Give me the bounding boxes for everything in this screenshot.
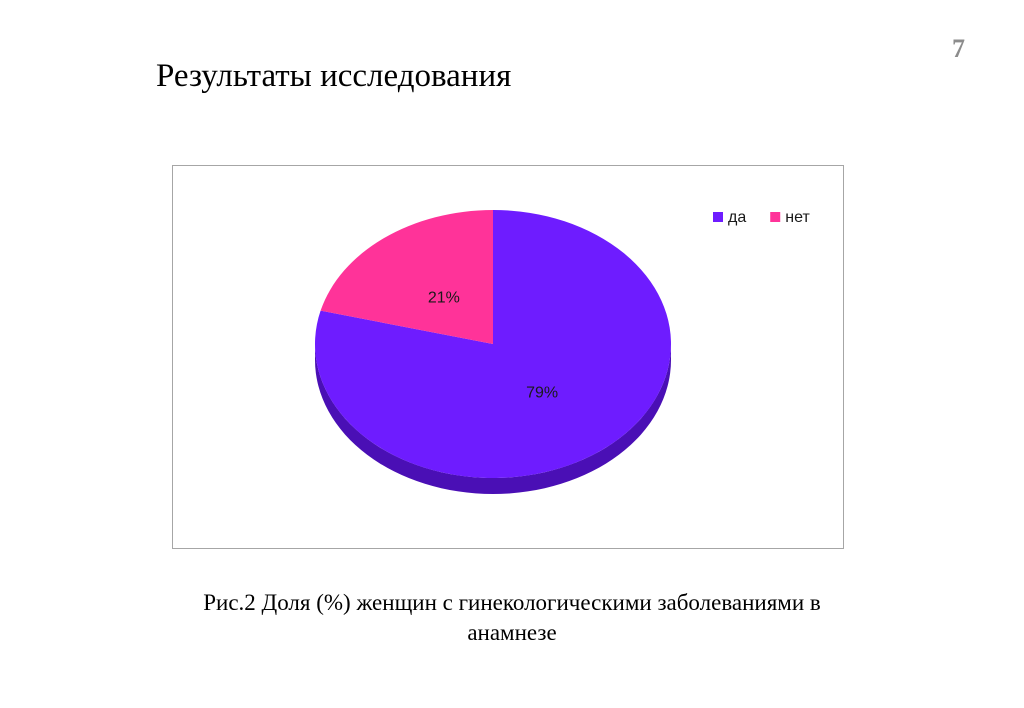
pie-slice-нет bbox=[320, 210, 493, 344]
figure-caption: Рис.2 Доля (%) женщин с гинекологическим… bbox=[110, 588, 914, 648]
legend-label-да: да bbox=[728, 209, 746, 226]
chart-legend: да нет bbox=[713, 209, 810, 226]
slide-number: 7 bbox=[952, 34, 965, 63]
pie-label-да: 79% bbox=[526, 385, 558, 402]
caption-line-2: анамнезе bbox=[467, 620, 557, 645]
pie-chart: 79% 21% да нет bbox=[314, 209, 810, 494]
pie-slice-да bbox=[314, 210, 671, 479]
pie-labels: 79% 21% bbox=[428, 289, 558, 401]
chart-frame: 79% 21% да нет bbox=[172, 165, 844, 549]
legend-label-нет: нет bbox=[785, 209, 810, 226]
pie-top bbox=[314, 210, 671, 479]
legend-swatch-да bbox=[713, 212, 723, 222]
caption-line-1: Рис.2 Доля (%) женщин с гинекологическим… bbox=[203, 590, 821, 615]
pie-label-нет: 21% bbox=[428, 289, 460, 306]
legend-swatch-нет bbox=[770, 212, 781, 222]
slide-title: Результаты исследования bbox=[156, 58, 512, 94]
